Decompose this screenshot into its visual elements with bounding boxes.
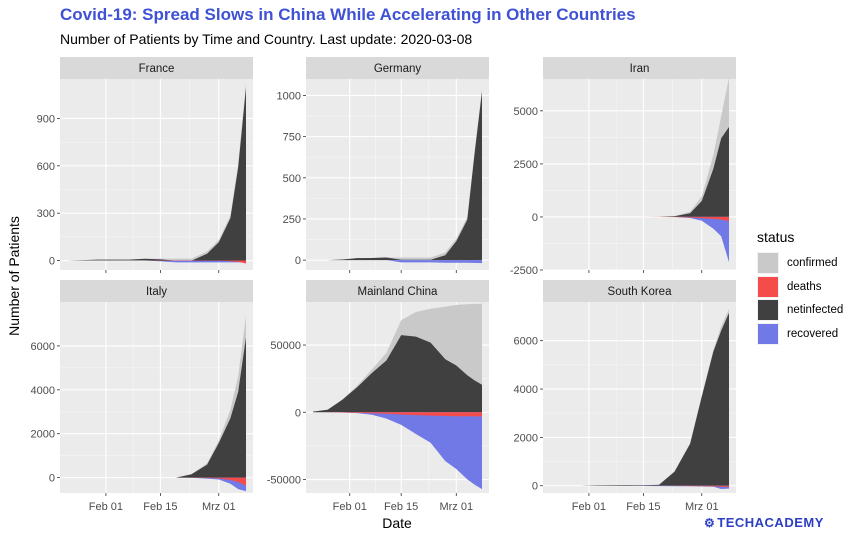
x-tick-label: Mrz 01 (202, 501, 236, 513)
legend-label-confirmed: confirmed (787, 257, 838, 269)
x-tick-label: Feb 15 (143, 501, 177, 513)
y-tick-label: 2000 (31, 429, 55, 441)
area-recovered-iran (550, 216, 729, 263)
area-netinfected-mainland-china (313, 335, 482, 413)
legend-item-deaths: deaths (757, 275, 822, 299)
area-deaths-france (67, 260, 246, 264)
legend-swatch-recovered (758, 324, 778, 344)
y-tick-label: 0 (295, 255, 301, 267)
y-tick-label: 750 (283, 132, 301, 144)
x-axis-title: Date (382, 515, 412, 531)
y-tick-label: 2000 (514, 432, 538, 444)
brand-name: TECHACADEMY (717, 515, 824, 530)
facet-label-iran: Iran (630, 63, 650, 75)
y-tick-label: 50000 (270, 340, 301, 352)
x-tick-label: Feb 01 (333, 501, 367, 513)
y-tick-label: 0 (295, 407, 301, 419)
legend-label-netinfected: netinfected (787, 304, 844, 316)
facet-strip-italy (60, 280, 253, 302)
facet-strip-germany (306, 57, 489, 79)
facet-label-germany: Germany (374, 63, 422, 75)
y-tick-label: 4000 (31, 385, 55, 397)
gear-icon: ⚙ (704, 516, 716, 530)
area-netinfected-iran (550, 127, 729, 217)
y-tick-label: 6000 (31, 341, 55, 353)
x-tick-label: Mrz 01 (439, 501, 473, 513)
area-netinfected-south-korea (550, 313, 729, 486)
facet-label-south-korea: South Korea (608, 286, 673, 298)
facet-strip-iran (543, 57, 736, 79)
facet-strip-south-korea (543, 280, 736, 302)
legend-label-recovered: recovered (787, 328, 839, 340)
y-tick-label: 1000 (277, 90, 301, 102)
y-tick-label: 2500 (514, 159, 538, 171)
panel-background-iran (543, 79, 736, 270)
legend-swatch-netinfected (758, 300, 778, 320)
y-axis-title: Number of Patients (6, 216, 22, 336)
legend-swatch-confirmed (758, 253, 778, 273)
y-tick-label: 500 (283, 173, 301, 185)
legend-title: status (757, 229, 795, 245)
legend-label-deaths: deaths (787, 281, 822, 293)
x-tick-label: Feb 01 (572, 501, 606, 513)
x-tick-label: Feb 15 (384, 501, 418, 513)
y-tick-label: 600 (37, 161, 55, 173)
y-tick-label: 6000 (514, 336, 538, 348)
area-deaths-iran (550, 216, 729, 222)
area-recovered-france (67, 260, 246, 263)
y-tick-label: 0 (49, 473, 55, 485)
y-tick-label: -50000 (267, 475, 301, 487)
chart-title: Covid-19: Spread Slows in China While Ac… (60, 5, 636, 24)
y-tick-label: 250 (283, 214, 301, 226)
facet-label-italy: Italy (146, 286, 167, 298)
y-tick-label: 300 (37, 208, 55, 220)
y-tick-label: 0 (532, 212, 538, 224)
legend-item-netinfected: netinfected (757, 298, 843, 322)
facet-label-mainland-china: Mainland China (358, 286, 439, 298)
legend-item-confirmed: confirmed (757, 251, 838, 275)
chart-subtitle: Number of Patients by Time and Country. … (60, 31, 473, 47)
legend-swatch-deaths (758, 277, 778, 297)
area-recovered-mainland-china (313, 412, 482, 490)
y-tick-label: 4000 (514, 384, 538, 396)
area-deaths-mainland-china (313, 412, 482, 417)
y-tick-label: 0 (49, 256, 55, 268)
area-recovered-germany (313, 260, 482, 264)
brand-logo: ⚙ TECHACADEMY (704, 515, 824, 530)
facet-label-france: France (139, 63, 175, 75)
area-netinfected-germany (313, 91, 482, 261)
area-netinfected-italy (67, 337, 246, 478)
y-tick-label: 5000 (514, 106, 538, 118)
y-tick-label: 0 (532, 481, 538, 493)
area-deaths-italy (67, 477, 246, 486)
y-tick-label: 900 (37, 113, 55, 125)
facet-strip-mainland-china (306, 280, 489, 302)
x-tick-label: Feb 15 (626, 501, 660, 513)
x-tick-label: Feb 01 (89, 501, 123, 513)
facet-strip-france (60, 57, 253, 79)
y-tick-label: -2500 (510, 265, 538, 277)
area-netinfected-france (67, 87, 246, 261)
legend-item-recovered: recovered (757, 322, 838, 346)
x-tick-label: Mrz 01 (685, 501, 719, 513)
area-deaths-south-korea (550, 485, 729, 487)
